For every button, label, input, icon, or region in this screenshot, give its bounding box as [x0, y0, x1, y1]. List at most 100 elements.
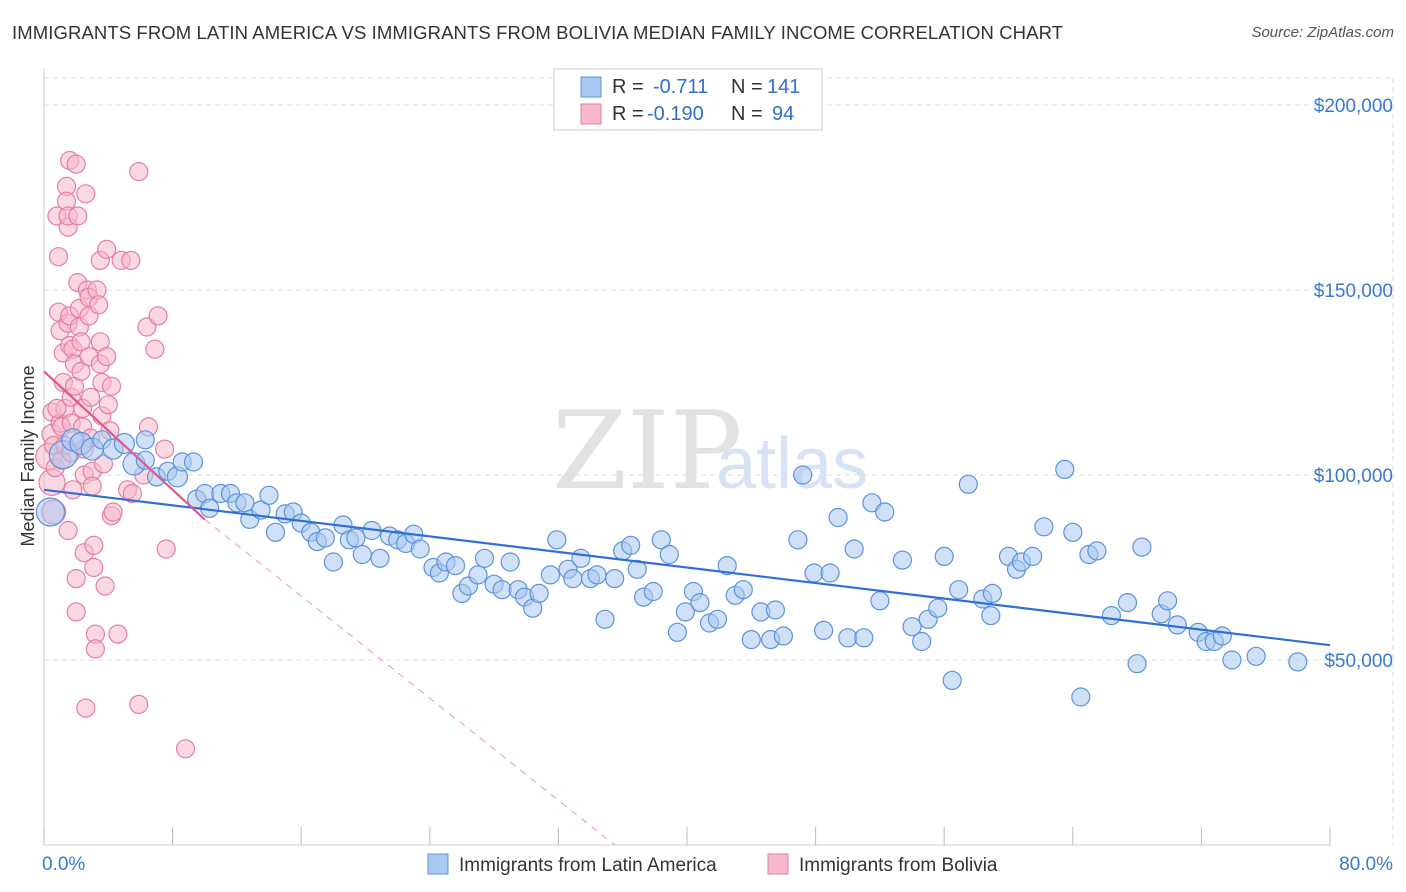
pink-point	[145, 339, 165, 359]
blue-point	[667, 622, 688, 642]
correlation-legend: R = -0.711 N = 141 R = -0.190 N = 94	[553, 68, 823, 131]
blue-point	[474, 548, 495, 568]
x-tick-max: 80.0%	[1339, 854, 1393, 875]
pink-trend-dashed	[204, 519, 615, 846]
blue-point	[912, 631, 932, 652]
blue-point	[875, 502, 895, 522]
y-tick-label: $100,000	[1314, 466, 1393, 487]
y-axis-label: Median Family Income	[18, 365, 38, 546]
watermark-zip: ZIP	[552, 389, 742, 514]
blue-point	[410, 539, 430, 559]
blue-point	[1063, 522, 1083, 542]
blue-point	[113, 432, 136, 455]
blue-point	[571, 548, 591, 568]
blue-point	[741, 629, 761, 650]
blue-point	[804, 563, 824, 583]
blue-point	[793, 465, 813, 485]
blue-point	[838, 628, 858, 648]
bottom-legend-swatch-blue	[427, 853, 449, 875]
blue-point	[259, 485, 279, 505]
grid-lines	[44, 77, 1395, 845]
pink-point	[63, 480, 83, 500]
legend-n-value-pink: 94	[772, 103, 794, 125]
pink-point	[76, 184, 96, 204]
blue-point	[540, 565, 561, 585]
pink-point	[103, 502, 123, 522]
blue-point	[828, 507, 848, 528]
blue-point	[733, 580, 753, 600]
blue-point	[1127, 654, 1147, 674]
pink-point	[76, 698, 96, 718]
pink-point	[71, 332, 91, 352]
blue-point	[949, 580, 969, 600]
pink-point	[47, 398, 67, 418]
blue-point	[1222, 650, 1242, 670]
pink-point	[97, 347, 117, 367]
blue-point	[1246, 646, 1266, 666]
blue-point	[928, 598, 948, 618]
pink-point	[98, 395, 118, 415]
blue-point	[352, 544, 372, 565]
blue-point	[765, 600, 786, 620]
pink-point	[175, 739, 196, 759]
pink-point	[80, 387, 101, 407]
blue-point	[323, 552, 343, 572]
pink-point	[129, 162, 149, 182]
pink-point	[48, 247, 69, 267]
pink-point	[148, 306, 168, 326]
pink-point	[84, 557, 104, 578]
pink-point	[84, 535, 104, 555]
pink-point	[95, 576, 115, 596]
y-tick-label: $50,000	[1324, 651, 1393, 672]
blue-point	[902, 617, 922, 637]
pink-point	[66, 154, 86, 174]
pink-point	[66, 568, 86, 589]
blue-point	[981, 605, 1001, 626]
blue-point	[1157, 591, 1178, 611]
blue-point	[1132, 537, 1152, 557]
pink-point	[66, 602, 86, 622]
pink-point	[97, 239, 117, 259]
pink-point	[101, 376, 122, 396]
blue-point	[1101, 605, 1122, 626]
blue-point	[563, 568, 583, 589]
blue-point	[659, 544, 679, 565]
legend-r-label-pink: R =	[612, 103, 644, 125]
blue-point	[651, 530, 671, 550]
chart-title: IMMIGRANTS FROM LATIN AMERICA VS IMMIGRA…	[12, 22, 1064, 43]
blue-point	[1087, 541, 1107, 561]
blue-point	[315, 528, 335, 548]
blue-point	[690, 592, 710, 613]
blue-point	[982, 583, 1003, 604]
blue-point	[547, 530, 567, 550]
y-tick-label: $150,000	[1314, 281, 1393, 302]
y-tick-labels: $50,000 $100,000 $150,000 $200,000	[1314, 96, 1393, 672]
blue-point	[135, 450, 155, 470]
blue-point	[587, 565, 607, 585]
blue-point	[643, 581, 663, 602]
watermark: ZIP atlas	[552, 389, 868, 514]
pink-point	[71, 361, 91, 381]
pink-point	[58, 520, 78, 541]
blue-point	[235, 493, 255, 513]
bottom-legend-label-pink: Immigrants from Bolivia	[799, 855, 998, 876]
pink-point	[85, 639, 106, 659]
pink-point	[156, 539, 176, 559]
legend-swatch-blue	[580, 76, 602, 98]
pink-point	[155, 439, 175, 459]
blue-point	[492, 580, 512, 600]
blue-point	[942, 670, 962, 691]
bottom-legend-label-blue: Immigrants from Latin America	[459, 855, 717, 876]
blue-point	[870, 591, 890, 611]
blue-point	[35, 497, 66, 527]
pink-point	[108, 624, 128, 644]
legend-r-label-blue: R =	[612, 76, 644, 98]
blue-point	[135, 430, 155, 450]
blue-point	[958, 474, 978, 494]
legend-n-label-pink: N =	[731, 103, 763, 125]
blue-point	[1288, 652, 1308, 672]
blue-point	[813, 620, 834, 641]
legend-r-value-pink: -0.190	[647, 103, 704, 125]
pink-point	[68, 206, 88, 226]
